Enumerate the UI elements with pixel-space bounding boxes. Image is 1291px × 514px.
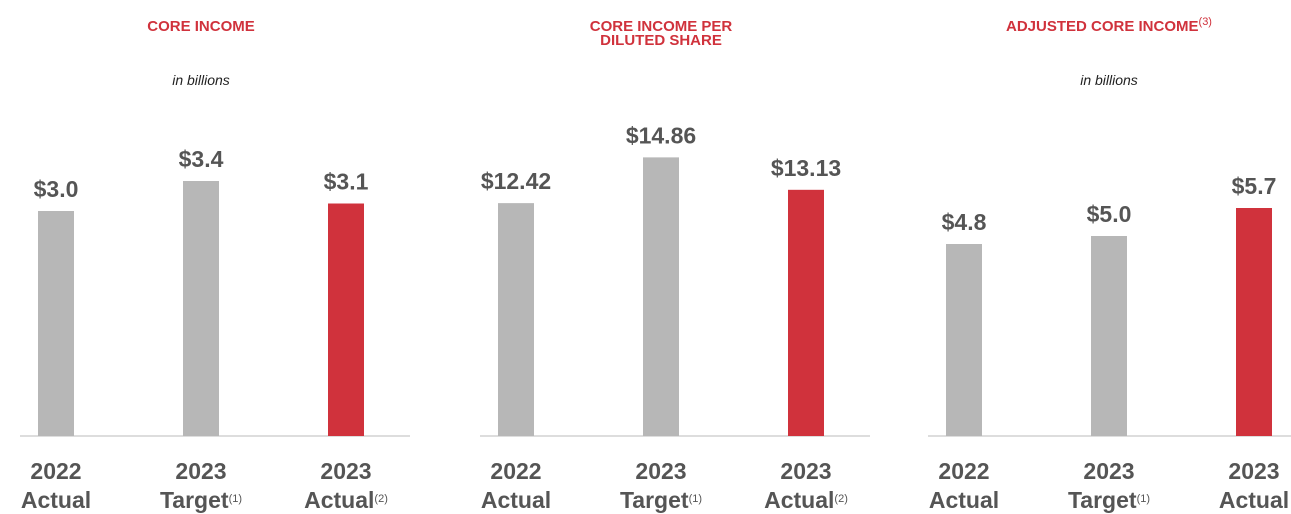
category-label: 2023 (1083, 458, 1134, 484)
value-label: $3.4 (179, 146, 224, 172)
subtitle: in billions (172, 72, 230, 88)
bar (1236, 208, 1272, 436)
value-label: $12.42 (481, 168, 551, 194)
category-label: 2022 (938, 458, 989, 484)
category-label: Actual(2) (764, 487, 848, 513)
category-text: Target (620, 487, 689, 513)
title-text: ADJUSTED CORE INCOME (1006, 18, 1199, 35)
category-text: Target (1068, 487, 1137, 513)
category-text: Target (160, 487, 229, 513)
category-label: Target(1) (1068, 487, 1150, 513)
value-label: $5.7 (1232, 173, 1277, 199)
category-label: Actual (481, 487, 551, 513)
subtitle: in billions (1080, 72, 1138, 88)
bar (498, 203, 534, 436)
bar (1091, 236, 1127, 436)
category-label: 2023 (320, 458, 371, 484)
category-note: (2) (834, 493, 847, 505)
category-label: Target(1) (620, 487, 702, 513)
category-label: Target(1) (160, 487, 242, 513)
value-label: $3.1 (324, 169, 369, 195)
bar (788, 189, 824, 436)
category-label: 2023 (175, 458, 226, 484)
category-text: Actual (929, 487, 999, 513)
chart-title: CORE INCOME PER (590, 18, 733, 35)
category-label: Actual (1219, 487, 1289, 513)
category-text: Actual (1219, 487, 1289, 513)
bar (38, 211, 74, 436)
category-note: (2) (374, 493, 387, 505)
category-text: Actual (304, 487, 374, 513)
category-label: 2022 (30, 458, 81, 484)
category-text: Actual (764, 487, 834, 513)
category-text: Actual (481, 487, 551, 513)
category-label: Actual (929, 487, 999, 513)
title-note: (3) (1199, 16, 1212, 28)
bar (183, 181, 219, 436)
chart-title: DILUTED SHARE (600, 32, 722, 49)
category-text: Actual (21, 487, 91, 513)
category-label: Actual(2) (304, 487, 388, 513)
category-note: (1) (689, 493, 702, 505)
category-label: 2023 (635, 458, 686, 484)
value-label: $14.86 (626, 122, 696, 148)
category-label: 2023 (1228, 458, 1279, 484)
chart-title: CORE INCOME (147, 18, 255, 35)
category-note: (1) (1137, 493, 1150, 505)
value-label: $4.8 (942, 209, 987, 235)
category-label: Actual (21, 487, 91, 513)
category-label: 2023 (780, 458, 831, 484)
category-note: (1) (229, 493, 242, 505)
value-label: $3.0 (34, 176, 79, 202)
bar (328, 203, 364, 436)
value-label: $5.0 (1087, 201, 1132, 227)
value-label: $13.13 (771, 155, 841, 181)
title-text: CORE INCOME (147, 18, 255, 35)
chart-title: ADJUSTED CORE INCOME(3) (1006, 16, 1212, 35)
category-label: 2022 (490, 458, 541, 484)
bar (643, 157, 679, 436)
bar (946, 244, 982, 436)
